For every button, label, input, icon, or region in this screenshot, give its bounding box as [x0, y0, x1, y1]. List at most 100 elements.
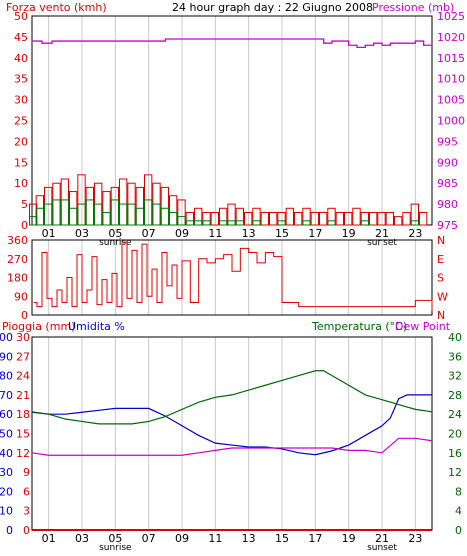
p1-x-tick: 13 — [242, 227, 256, 240]
direction-y-tick: 360 — [7, 234, 28, 247]
wind_avg-bar — [60, 199, 70, 226]
humidity-y-tick: 90 — [0, 350, 13, 363]
temperature-y-tick: 8 — [455, 485, 462, 498]
gust-bar — [269, 211, 278, 226]
gust-bar — [402, 211, 411, 226]
wind_avg-bar — [327, 220, 336, 226]
pressure-line — [32, 38, 432, 48]
wind_avg-bar — [119, 203, 128, 226]
rain-y-tick: 27 — [16, 350, 30, 363]
gust-bar — [285, 207, 294, 226]
wind_avg-bar — [29, 216, 38, 226]
wind_avg-bar — [219, 220, 228, 226]
p3-x-tick: 21 — [375, 532, 389, 545]
pressure-y-tick: 985 — [437, 177, 458, 190]
rain-y-tick: 3 — [23, 505, 30, 518]
rain-y-tick: 18 — [16, 408, 30, 421]
temperature-y-tick: 24 — [448, 408, 462, 421]
gust-bar — [377, 211, 386, 226]
wind-y-tick: 50 — [14, 10, 28, 23]
p3-x-tick: 23 — [408, 532, 422, 545]
wind-y-tick: 15 — [14, 156, 28, 169]
temperature-y-tick: 20 — [448, 428, 462, 441]
pressure-y-tick: 980 — [437, 198, 458, 211]
wind-y-tick: 25 — [14, 115, 28, 128]
humidity-y-tick: 30 — [0, 466, 13, 479]
dewpoint-line — [31, 437, 433, 456]
rain-y-tick: 9 — [23, 466, 30, 479]
wind_avg-bar — [35, 207, 45, 226]
p3-x-tick: 03 — [75, 532, 89, 545]
gust-bar — [310, 211, 319, 226]
wind-y-tick: 20 — [14, 135, 28, 148]
rain-y-tick: 21 — [16, 389, 30, 402]
gust-bar — [394, 216, 403, 226]
temperature-y-tick: 32 — [448, 370, 462, 383]
wind_avg-bar — [277, 220, 286, 226]
compass-tick: E — [437, 253, 444, 266]
p1-x-tick: 19 — [342, 227, 356, 240]
gust-bar — [244, 211, 253, 226]
direction-y-tick: 180 — [7, 272, 28, 285]
humidity-line — [31, 394, 432, 456]
direction-line — [33, 241, 433, 311]
wind_avg-bar — [185, 220, 195, 226]
pressure-y-tick: 1010 — [437, 73, 465, 86]
p3-x-tick: 01 — [42, 532, 56, 545]
pressure-y-tick: 1020 — [437, 31, 465, 44]
wind_avg-bar — [302, 220, 311, 226]
dewpoint-axis-label: Dew Point — [395, 320, 451, 333]
wind_avg-bar — [94, 203, 103, 226]
pressure-axis-label: Pressione (mb) — [372, 1, 454, 14]
wind_avg-bar — [144, 199, 153, 226]
wind_avg-bar — [202, 220, 211, 226]
wind_avg-bar — [152, 203, 161, 226]
wind_avg-bar — [135, 207, 145, 226]
p1-x-tick: 01 — [42, 227, 56, 240]
p3-x-tick: 15 — [275, 532, 289, 545]
wind-y-tick: 40 — [14, 52, 28, 65]
rain-y-tick: 12 — [16, 447, 30, 460]
direction-y-tick: 270 — [7, 253, 28, 266]
gust-bar — [260, 211, 269, 226]
p3-x-tick: 05 — [108, 532, 122, 545]
pressure-y-tick: 990 — [437, 156, 458, 169]
direction-y-tick: 0 — [21, 309, 28, 322]
p1-x-tick: 07 — [142, 227, 156, 240]
gust-bar — [319, 211, 328, 226]
wind-y-tick: 45 — [14, 31, 28, 44]
humidity-axis-label: Umidita % — [68, 320, 125, 333]
gust-bar — [335, 211, 344, 226]
wind_avg-bar — [410, 220, 419, 226]
p1-x-tick: 03 — [75, 227, 89, 240]
wind-y-tick: 30 — [14, 94, 28, 107]
gust-bar — [419, 211, 428, 226]
p3-x-tick: 11 — [208, 532, 222, 545]
wind_avg-bar — [52, 199, 61, 226]
temperature-axis-label: Temperatura (°C) — [311, 320, 407, 333]
humidity-y-tick: 60 — [0, 408, 13, 421]
rain-axis-label: Pioggia (mm) — [2, 320, 75, 333]
p1-x-tick: 23 — [408, 227, 422, 240]
p1-x-tick: 21 — [375, 227, 389, 240]
pressure-y-tick: 1015 — [437, 52, 465, 65]
wind_avg-bar — [102, 211, 111, 226]
temperature-y-tick: 36 — [448, 350, 462, 363]
wind_avg-bar — [127, 203, 136, 226]
wind_avg-bar — [69, 207, 78, 226]
p3-sunset-label: sunset — [367, 543, 397, 553]
rain-y-tick: 30 — [16, 331, 30, 344]
wind_avg-bar — [360, 220, 369, 226]
p3-x-tick: 13 — [242, 532, 256, 545]
pressure-y-tick: 1005 — [437, 94, 465, 107]
rain-y-tick: 6 — [23, 485, 30, 498]
humidity-y-tick: 20 — [0, 485, 13, 498]
temperature-line — [31, 370, 433, 425]
gust-bar — [385, 211, 394, 226]
gust-bar — [210, 211, 220, 226]
wind-y-tick: 5 — [21, 198, 28, 211]
wind_avg-bar — [160, 207, 170, 226]
p3-sunrise-label: sunrise — [99, 543, 132, 553]
